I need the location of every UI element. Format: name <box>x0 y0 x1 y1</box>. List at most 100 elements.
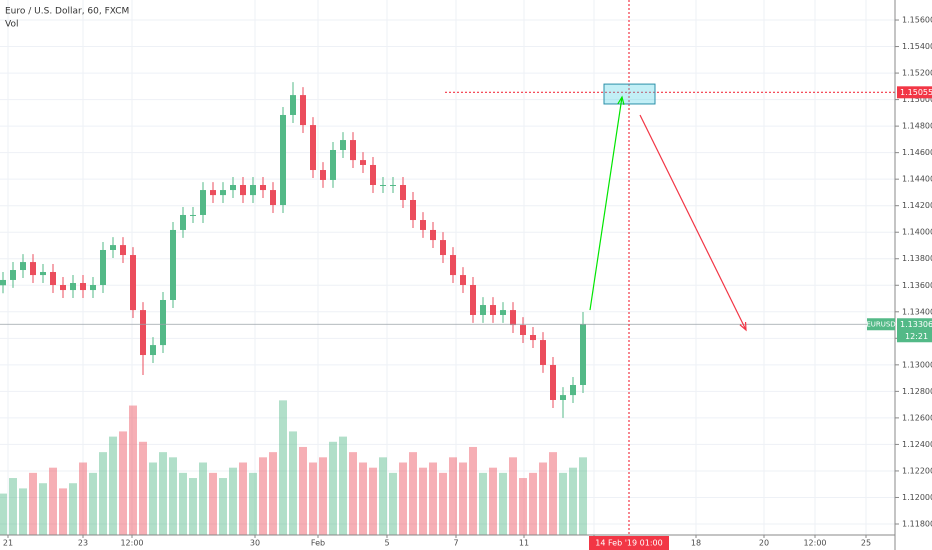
chart-title: Euro / U.S. Dollar, 60, FXCM <box>5 7 129 17</box>
candle-body <box>10 270 16 280</box>
volume-bar <box>79 462 87 535</box>
candle-body <box>250 185 256 196</box>
x-tick-label: 18 <box>691 539 701 548</box>
candle-body <box>400 185 406 200</box>
candle-body <box>530 335 536 341</box>
y-tick-label: 1.14800 <box>902 122 932 131</box>
volume-bar <box>9 478 17 535</box>
volume-bar <box>429 462 437 535</box>
y-tick-label: 1.12400 <box>902 440 932 449</box>
candle-body <box>140 310 146 356</box>
volume-bar <box>29 472 37 535</box>
volume-bar <box>289 431 297 535</box>
candle-body <box>0 279 6 286</box>
volume-bar <box>49 467 57 535</box>
y-tick-label: 1.14000 <box>902 228 932 237</box>
volume-bar <box>149 462 157 535</box>
volume-bar <box>239 462 247 535</box>
volume-bar <box>129 405 137 535</box>
candle-body <box>290 95 296 115</box>
x-tick-label: 11 <box>519 539 529 548</box>
volume-bar <box>339 436 347 535</box>
volume-bar <box>139 441 147 535</box>
candle-body <box>270 190 276 206</box>
candle-body <box>420 220 426 230</box>
arrow-head <box>617 95 625 105</box>
y-tick-label: 1.15000 <box>902 95 932 104</box>
x-tick-label: 12:00 <box>120 539 143 548</box>
y-tick-label: 1.14600 <box>902 148 932 157</box>
candle-body <box>390 185 396 187</box>
candle-body <box>380 185 386 187</box>
volume-bar <box>99 452 107 535</box>
volume-bar <box>209 472 217 535</box>
volume-bar <box>559 472 567 535</box>
countdown-label: 12:21 <box>905 332 928 341</box>
volume-bar <box>249 472 257 535</box>
y-tick-label: 1.13400 <box>902 307 932 316</box>
candle-body <box>20 262 26 271</box>
volume-bar <box>229 467 237 535</box>
arrow-head <box>739 321 747 332</box>
candle-body <box>490 305 496 315</box>
y-tick-label: 1.12200 <box>902 466 932 475</box>
candle-body <box>100 249 106 286</box>
volume-bar <box>389 472 397 535</box>
candle-body <box>130 255 136 311</box>
candle-body <box>360 160 366 165</box>
volume-bar <box>309 462 317 535</box>
box <box>603 83 656 105</box>
y-tick-label: 1.15400 <box>902 42 932 51</box>
y-tick-label: 1.13600 <box>902 281 932 290</box>
y-tick-label: 1.12000 <box>902 493 932 502</box>
volume-bar <box>489 467 497 535</box>
volume-bar <box>359 462 367 535</box>
volume-bar <box>409 452 417 535</box>
candle-body <box>50 272 56 286</box>
candle-body <box>230 185 236 191</box>
candle-body <box>30 262 36 276</box>
symbol-label: EURUSD <box>866 320 895 328</box>
volume-bar <box>319 457 327 535</box>
y-tick-label: 1.15600 <box>902 16 932 25</box>
volume-bar <box>69 483 77 535</box>
x-tick-label: 7 <box>453 539 458 548</box>
candle-body <box>580 324 586 386</box>
volume-bar <box>39 483 47 535</box>
candle-body <box>310 125 316 171</box>
candle-body <box>510 310 516 326</box>
y-tick-label: 1.14200 <box>902 201 932 210</box>
y-tick-label: 1.13800 <box>902 254 932 263</box>
vertical-line-label: 14 Feb '19 01:00 <box>595 539 662 548</box>
candle-body <box>570 385 576 396</box>
x-tick-label: 5 <box>384 539 389 548</box>
candle-body <box>540 340 546 365</box>
x-tick-label: 30 <box>250 539 260 548</box>
volume-bar <box>519 478 527 535</box>
candle-body <box>200 190 206 215</box>
candle-body <box>460 275 466 286</box>
volume-bar <box>499 472 507 535</box>
horizontal-line-label: 1.15055 <box>900 88 932 97</box>
volume-bar <box>419 467 427 535</box>
candle-body <box>40 272 46 276</box>
candle-body <box>340 140 346 150</box>
volume-bar <box>509 457 517 535</box>
volume-label: Vol <box>5 20 18 30</box>
candle-body <box>480 305 486 315</box>
candle-body <box>160 299 166 346</box>
volume-bar <box>279 400 287 535</box>
candle-body <box>370 164 376 186</box>
candle-body <box>520 325 526 336</box>
candle-body <box>550 364 556 400</box>
candle-body <box>260 185 266 191</box>
volume-bar <box>439 472 447 535</box>
volume-bar <box>179 472 187 535</box>
candle-body <box>170 229 176 300</box>
y-tick-label: 1.12800 <box>902 387 932 396</box>
x-tick-label: 25 <box>861 539 871 548</box>
volume-bar <box>549 452 557 535</box>
candle-body <box>220 190 226 196</box>
candle-body <box>90 285 96 291</box>
